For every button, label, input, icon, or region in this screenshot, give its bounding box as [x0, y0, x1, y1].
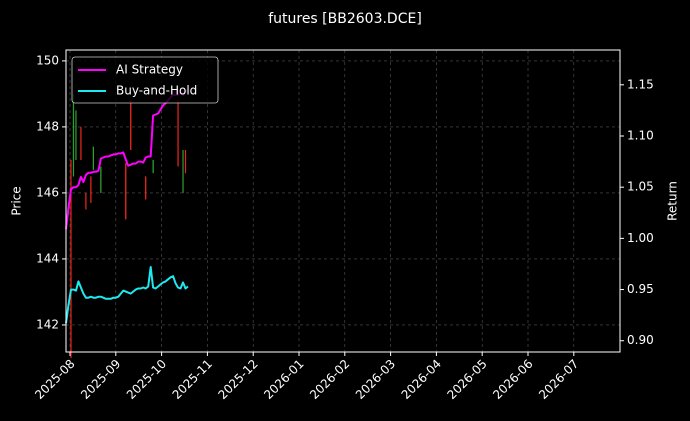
candle-body — [92, 146, 94, 170]
candle-body — [72, 93, 75, 177]
y2-tick-label: 1.05 — [627, 180, 654, 194]
candle-body — [184, 150, 187, 174]
legend: AI Strategy Buy-and-Hold — [71, 56, 219, 104]
y2-tick-label: 1.00 — [627, 231, 654, 245]
plot-frame — [65, 49, 621, 353]
legend-label: Buy-and-Hold — [116, 84, 197, 98]
y2-tick-label: 0.95 — [627, 282, 654, 296]
y2-axis-label: Return — [666, 181, 680, 221]
y-axis-label: Price — [10, 186, 24, 215]
candle-body — [80, 126, 82, 160]
candle-body — [182, 150, 184, 193]
candle-body — [130, 100, 132, 151]
candle-body — [145, 176, 147, 200]
y-tick-label: 146 — [36, 185, 59, 199]
candle-body — [177, 100, 179, 167]
chart-title: futures [BB2603.DCE] — [268, 11, 422, 27]
candle-body — [90, 176, 92, 203]
y2-tick-label: 1.10 — [627, 128, 654, 142]
y-tick-label: 142 — [36, 317, 59, 331]
y2-tick-label: 1.15 — [627, 77, 654, 91]
y-tick-label: 144 — [36, 251, 59, 265]
candle-body — [152, 159, 154, 174]
candle-body — [75, 110, 77, 160]
candle-body — [85, 192, 87, 210]
legend-label: AI Strategy — [116, 63, 183, 77]
legend-box — [71, 56, 219, 104]
series-line — [65, 266, 189, 324]
y-tick-label: 148 — [36, 119, 59, 133]
candle-body — [100, 166, 102, 193]
y2-tick-label: 0.90 — [627, 333, 654, 347]
candle-body — [125, 163, 127, 220]
y-tick-label: 150 — [36, 53, 59, 67]
candle-body — [70, 159, 72, 358]
